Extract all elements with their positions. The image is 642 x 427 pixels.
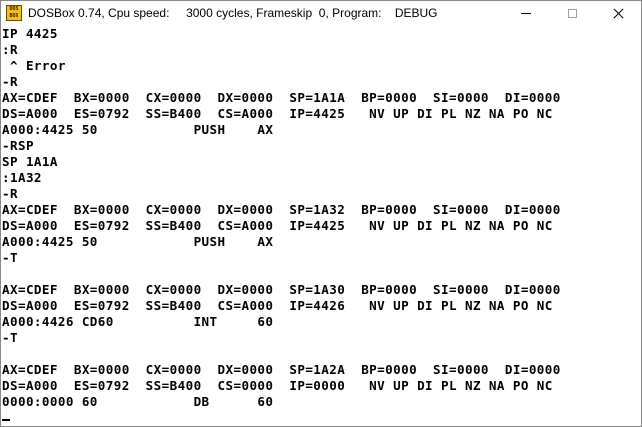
- debug-console[interactable]: IP 4425:R ^ Error -R AX=CDEF BX=0000 CX=00…: [1, 26, 641, 426]
- console-line: -T: [2, 250, 18, 265]
- console-line: AX=CDEF BX=0000 CX=0000 DX=0000 SP=1A30 …: [2, 282, 561, 297]
- console-line: DS=A000 ES=0792 SS=B400 CS=A000 IP=4426 …: [2, 298, 553, 313]
- icon-text-bottom: BOX: [9, 13, 19, 19]
- console-output: IP 4425:R ^ Error -R AX=CDEF BX=0000 CX=00…: [1, 26, 641, 410]
- minimize-icon: [521, 13, 531, 14]
- text-cursor: [2, 419, 10, 421]
- console-line: SP 1A1A: [2, 154, 58, 169]
- console-line: A000:4425 50 PUSH AX: [2, 122, 274, 137]
- console-line: DS=A000 ES=0792 SS=B400 CS=A000 IP=4425 …: [2, 106, 553, 121]
- console-line: DS=A000 ES=0792 SS=B400 CS=0000 IP=0000 …: [2, 378, 553, 393]
- title-bar[interactable]: DOS BOX DOSBox 0.74, Cpu speed: 3000 cyc…: [1, 1, 641, 26]
- console-line: -T: [2, 330, 18, 345]
- maximize-icon: [567, 9, 577, 18]
- console-line: :R: [2, 42, 18, 57]
- minimize-button[interactable]: [503, 1, 549, 26]
- console-line: AX=CDEF BX=0000 CX=0000 DX=0000 SP=1A1A …: [2, 90, 561, 105]
- console-line: -R: [2, 74, 18, 89]
- console-line: -RSP: [2, 138, 34, 153]
- console-line: DS=A000 ES=0792 SS=B400 CS=A000 IP=4425 …: [2, 218, 553, 233]
- console-line: A000:4425 50 PUSH AX: [2, 234, 274, 249]
- console-line: IP 4425: [2, 26, 58, 41]
- close-icon: [613, 8, 624, 19]
- close-button[interactable]: [595, 1, 641, 26]
- console-line: -R: [2, 186, 18, 201]
- window-title: DOSBox 0.74, Cpu speed: 3000 cycles, Fra…: [28, 6, 438, 20]
- console-line: [1, 266, 641, 282]
- dosbox-icon[interactable]: DOS BOX: [6, 5, 22, 21]
- console-line: AX=CDEF BX=0000 CX=0000 DX=0000 SP=1A32 …: [2, 202, 561, 217]
- console-line: 0000:0000 60 DB 60: [2, 394, 274, 409]
- console-line: [1, 346, 641, 362]
- icon-text-top: DOS: [9, 6, 19, 12]
- maximize-button[interactable]: [549, 1, 595, 26]
- console-line: ^ Error: [2, 58, 66, 73]
- console-line: A000:4426 CD60 INT 60: [2, 314, 274, 329]
- console-line: :1A32: [2, 170, 42, 185]
- console-line: AX=CDEF BX=0000 CX=0000 DX=0000 SP=1A2A …: [2, 362, 561, 377]
